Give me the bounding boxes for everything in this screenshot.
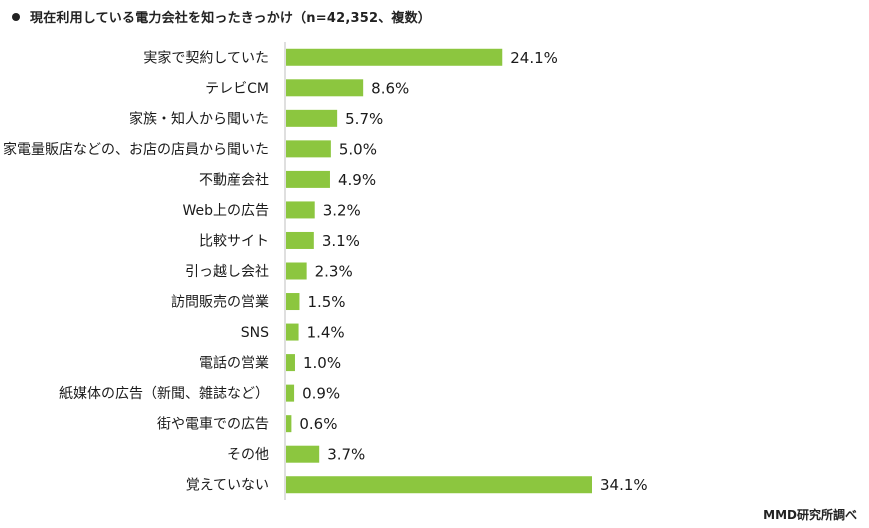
value-label: 1.4% [307, 324, 345, 342]
category-label: 街や電車での広告 [157, 416, 269, 433]
value-label: 8.6% [371, 79, 409, 97]
value-label: 0.9% [302, 385, 340, 403]
value-label: 4.9% [338, 171, 376, 189]
chart-title: 現在利用している電力会社を知ったきっかけ（n=42,352、複数） [12, 7, 431, 26]
value-label: 1.5% [307, 293, 345, 311]
value-label: 5.7% [345, 110, 383, 128]
value-label: 5.0% [339, 140, 377, 158]
category-label: 覚えていない [186, 478, 269, 494]
category-label: SNS [241, 325, 269, 341]
bar [286, 476, 592, 494]
bar [286, 79, 364, 97]
category-label: テレビCM [205, 81, 269, 97]
value-label: 3.1% [322, 232, 360, 250]
value-label: 3.7% [327, 446, 365, 464]
category-label: 実家で契約していた [143, 49, 269, 66]
bar [286, 354, 295, 372]
category-label: 紙媒体の広告（新聞、雑誌など） [59, 386, 269, 402]
category-label: Web上の広告 [182, 203, 269, 219]
chart-title-text: 現在利用している電力会社を知ったきっかけ（n=42,352、複数） [30, 11, 432, 26]
bar [286, 48, 503, 66]
bar [286, 231, 314, 249]
category-label: その他 [227, 447, 269, 463]
bar [286, 262, 307, 280]
bullet-icon [12, 13, 20, 21]
bar [286, 415, 292, 433]
bar [286, 170, 330, 188]
bar [286, 293, 300, 311]
value-label: 0.6% [299, 415, 337, 433]
category-label: 比較サイト [199, 233, 269, 249]
value-label: 1.0% [303, 354, 341, 372]
value-label: 3.2% [323, 201, 361, 219]
bar [286, 323, 299, 341]
source-credit: MMD研究所調べ [763, 508, 857, 522]
category-label: 家族・知人から聞いた [129, 110, 269, 127]
bar [286, 140, 331, 158]
category-label: 引っ越し会社 [185, 264, 269, 280]
category-label: 訪問販売の営業 [171, 295, 269, 311]
category-label: 不動産会社 [199, 172, 269, 188]
value-label: 2.3% [315, 263, 353, 281]
bar [286, 384, 295, 402]
value-label: 24.1% [510, 49, 558, 67]
category-label: 電話の営業 [199, 355, 269, 372]
bar [286, 445, 320, 463]
bar [286, 201, 315, 219]
category-label: 家電量販店などの、お店の店員から聞いた [3, 141, 269, 158]
bar [286, 109, 338, 127]
value-label: 34.1% [600, 476, 648, 494]
